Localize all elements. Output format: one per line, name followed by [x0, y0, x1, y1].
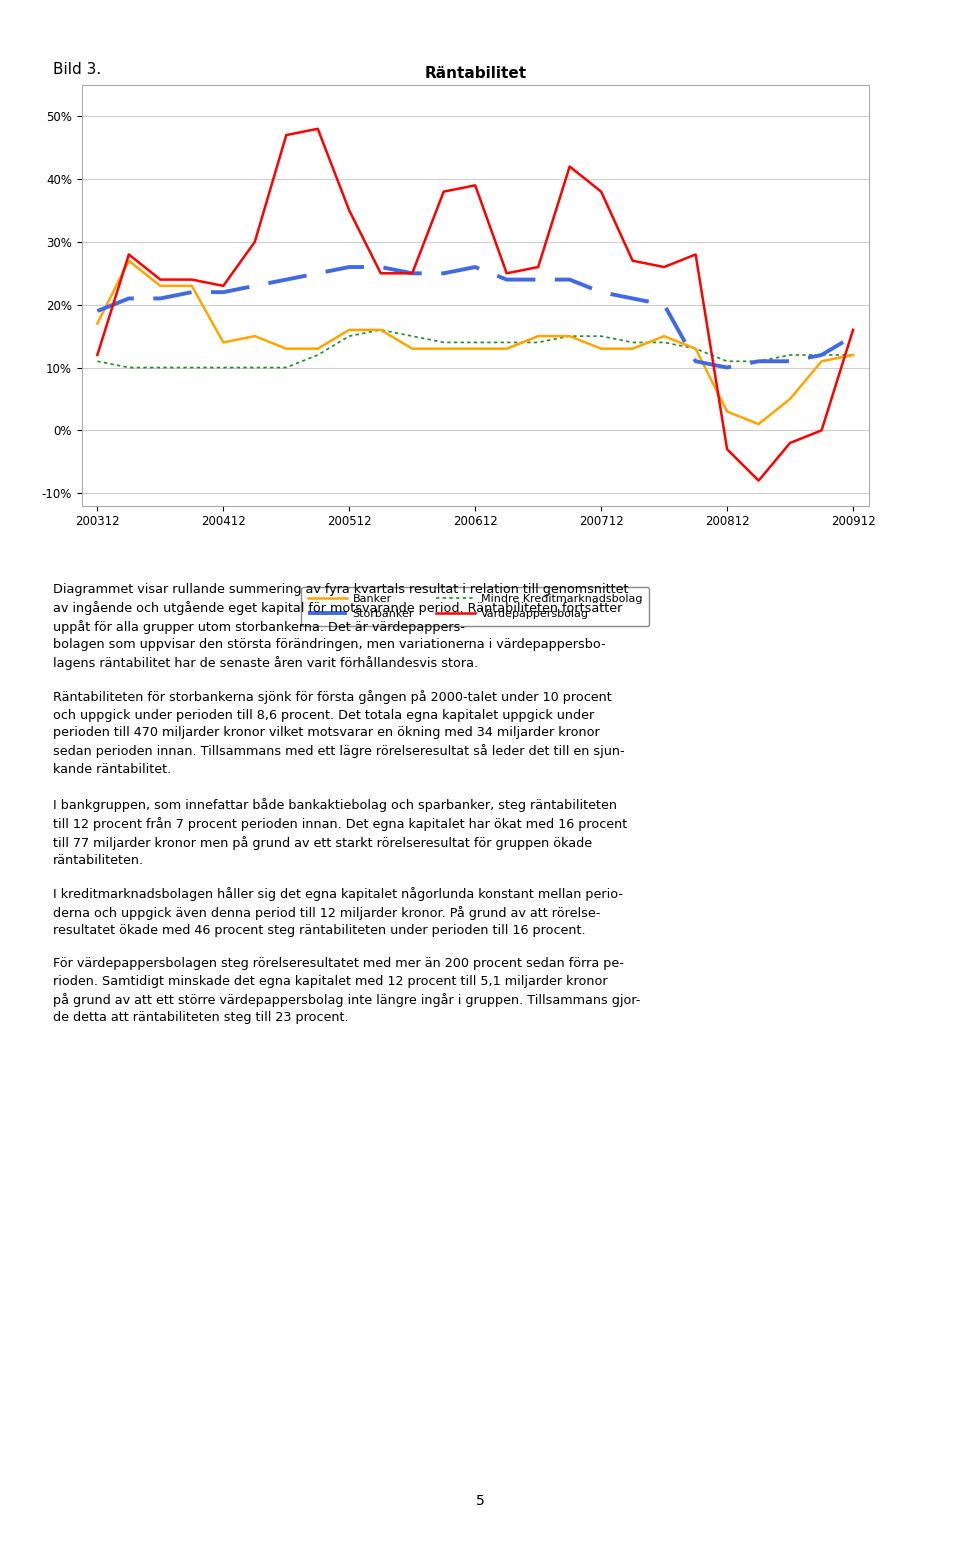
Text: Diagrammet visar rullande summering av fyra kvartals resultat i relation till ge: Diagrammet visar rullande summering av f… — [53, 583, 628, 671]
Legend: Banker, Storbanker, Mindre Kreditmarknadsbolag, Värdepappersbolag: Banker, Storbanker, Mindre Kreditmarknad… — [301, 588, 649, 626]
Text: I bankgruppen, som innefattar både bankaktiebolag och sparbanker, steg räntabili: I bankgruppen, som innefattar både banka… — [53, 797, 627, 867]
Text: I kreditmarknadsbolagen håller sig det egna kapitalet någorlunda konstant mellan: I kreditmarknadsbolagen håller sig det e… — [53, 887, 623, 938]
Text: Bild 3.: Bild 3. — [53, 62, 101, 77]
Text: 5: 5 — [475, 1494, 485, 1508]
Text: För värdepappersbolagen steg rörelseresultatet med mer än 200 procent sedan förr: För värdepappersbolagen steg rörelseresu… — [53, 958, 640, 1024]
Title: Räntabilitet: Räntabilitet — [424, 66, 526, 80]
Text: Räntabiliteten för storbankerna sjönk för första gången på 2000-talet under 10 p: Räntabiliteten för storbankerna sjönk fö… — [53, 691, 624, 776]
